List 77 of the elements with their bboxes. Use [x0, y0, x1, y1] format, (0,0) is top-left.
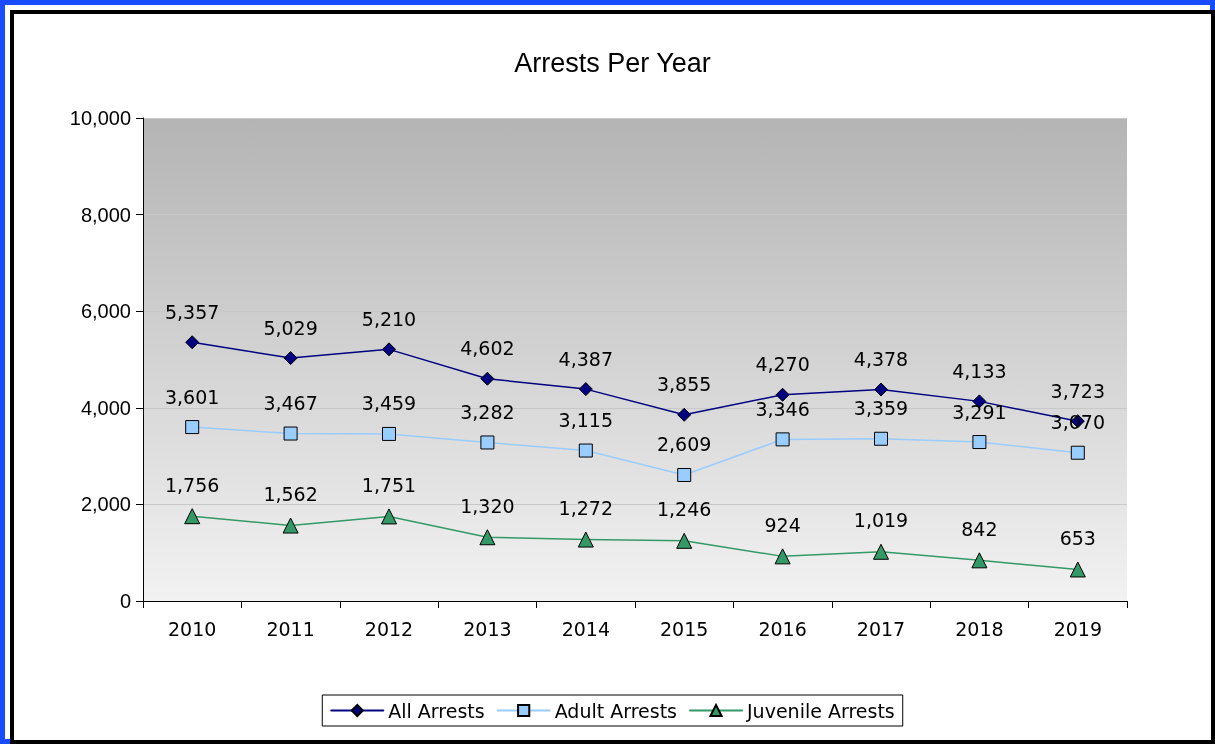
point [479, 529, 496, 546]
data-label: 5,029 [263, 316, 318, 339]
point [578, 443, 593, 458]
point [775, 432, 790, 447]
y-tick-label: 10,000 [69, 107, 131, 129]
point [578, 382, 593, 397]
data-label: 4,602 [460, 337, 515, 360]
legend-label: Juvenile Arrests [746, 699, 895, 722]
data-label: 3,346 [755, 397, 810, 420]
data-label: 1,562 [263, 483, 318, 506]
point [677, 407, 692, 422]
legend-label: All Arrests [388, 699, 485, 722]
data-label: 4,378 [853, 348, 909, 371]
x-tick-label: 2010 [168, 617, 217, 640]
point [184, 508, 201, 525]
x-tick-label: 2014 [561, 617, 610, 640]
data-label: 1,019 [853, 509, 909, 532]
point [577, 531, 594, 548]
data-label: 3,723 [1050, 379, 1105, 402]
point [282, 517, 299, 534]
point [774, 548, 791, 565]
point [1069, 561, 1086, 578]
data-label: 653 [1059, 526, 1096, 549]
data-label: 4,270 [755, 353, 810, 376]
point [381, 508, 397, 525]
point [775, 387, 790, 402]
point [185, 420, 200, 435]
x-tick-label: 2016 [758, 617, 807, 640]
point [676, 532, 693, 549]
x-tick-label: 2015 [660, 617, 709, 640]
point [283, 351, 298, 366]
point [283, 426, 298, 441]
y-tick-label: 2,000 [80, 493, 131, 516]
data-label: 5,210 [361, 307, 417, 330]
point [1070, 445, 1085, 460]
x-tick-label: 2017 [856, 617, 906, 640]
x-tick-label: 2011 [266, 617, 315, 640]
x-tick-label: 2019 [1053, 617, 1102, 640]
point [873, 543, 889, 560]
point [382, 342, 396, 357]
data-label: 1,751 [361, 473, 417, 496]
data-label: 842 [961, 517, 998, 540]
y-tick-label: 0 [119, 590, 131, 612]
chart-title: Arrests Per Year [514, 47, 711, 78]
data-label: 924 [764, 513, 801, 536]
y-tick-label: 4,000 [80, 396, 131, 419]
point [677, 467, 692, 482]
data-label: 3,601 [165, 385, 220, 408]
point [480, 435, 495, 450]
data-label: 2,609 [657, 433, 712, 456]
data-label: 3,115 [558, 409, 613, 432]
point [185, 335, 200, 350]
x-tick-label: 2018 [955, 617, 1004, 640]
data-label: 3,291 [952, 400, 1007, 423]
data-label: 3,459 [361, 392, 417, 415]
data-label: 3,467 [263, 392, 318, 415]
x-tick-label: 2013 [463, 617, 512, 640]
data-label: 3,855 [657, 373, 712, 396]
point [972, 435, 987, 450]
x-tick-label: 2012 [364, 617, 414, 640]
legend-label: Adult Arrests [554, 699, 678, 722]
point [971, 552, 988, 569]
data-label: 3,359 [853, 397, 909, 420]
data-label: 1,320 [460, 494, 515, 517]
data-label: 1,272 [558, 497, 613, 520]
point [874, 382, 888, 397]
data-label: 5,357 [165, 300, 220, 323]
point [480, 371, 495, 386]
point [382, 426, 396, 441]
point [874, 431, 888, 446]
data-label: 1,246 [657, 498, 712, 521]
data-label: 1,756 [165, 473, 220, 496]
data-label: 4,133 [952, 359, 1007, 382]
y-tick-label: 8,000 [80, 203, 131, 226]
data-label: 4,387 [558, 347, 613, 370]
y-tick-label: 6,000 [80, 300, 131, 323]
data-label: 3,282 [460, 400, 515, 423]
